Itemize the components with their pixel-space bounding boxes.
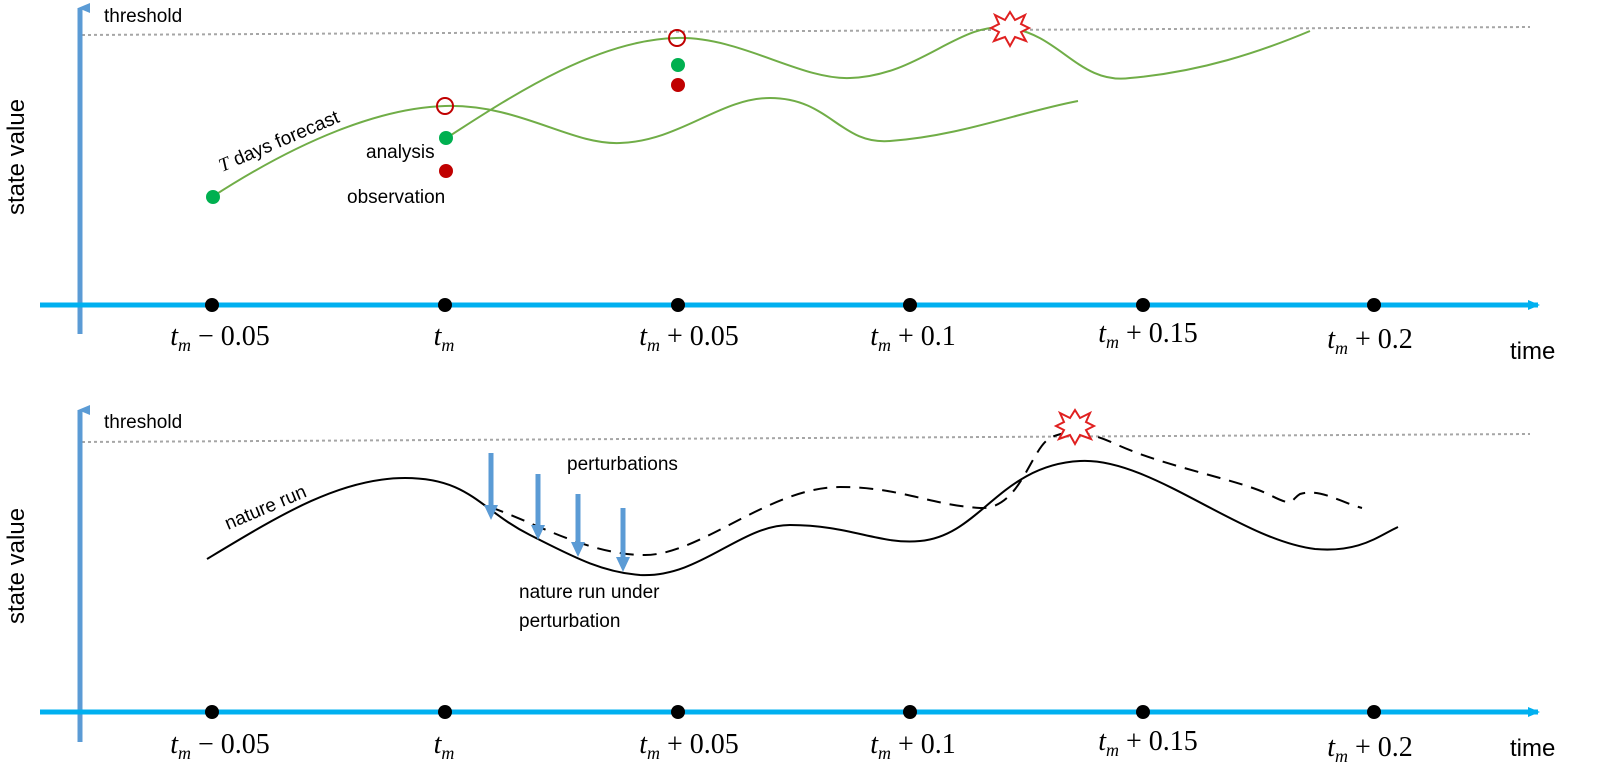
perturbation-arrow-head-icon (571, 542, 585, 557)
analysis-label: analysis (366, 142, 435, 163)
top-tick-label: tm + 0.1 (870, 321, 956, 355)
bottom-tick-dot (1136, 705, 1150, 719)
bottom-y-axis-label: state value (3, 508, 30, 624)
top-threshold-label: threshold (104, 6, 182, 27)
forecast-end-marker (436, 97, 454, 115)
top-tick-dot (1136, 298, 1150, 312)
threshold-exceedance-burst-icon (1053, 408, 1097, 447)
analysis-point (671, 58, 685, 72)
forecast-curve-1 (211, 96, 1079, 198)
bottom-threshold-line (81, 433, 1531, 443)
top-tick-label: tm − 0.05 (170, 321, 270, 355)
perturbation-arrow-head-icon (531, 525, 545, 540)
perturbations-label: perturbations (567, 454, 678, 475)
top-y-axis-label: state value (3, 99, 30, 215)
observation-point (439, 164, 453, 178)
perturbed-run-label-line1: nature run under (519, 582, 660, 603)
bottom-tick-label: tm + 0.05 (639, 729, 739, 763)
nature-run-curve (206, 459, 1399, 577)
top-tick-label: tm + 0.05 (639, 321, 739, 355)
threshold-exceedance-burst-icon (988, 10, 1032, 49)
top-panel: threshold state value time tm − 0.05 tm … (3, 3, 1555, 365)
observation-label: observation (347, 187, 445, 208)
top-tick-dot (903, 298, 917, 312)
bottom-tick-label: tm + 0.1 (870, 729, 956, 763)
top-tick-dot (1367, 298, 1381, 312)
bottom-tick-label: tm + 0.2 (1327, 732, 1413, 766)
analysis-point (206, 190, 220, 204)
bottom-tick-dot (438, 705, 452, 719)
top-tick-dot (205, 298, 219, 312)
bottom-tick-label: tm − 0.05 (170, 729, 270, 763)
bottom-tick-dot (205, 705, 219, 719)
perturbed-run-curve (489, 431, 1363, 557)
bottom-tick-label: tm + 0.15 (1098, 726, 1198, 760)
observation-point (671, 78, 685, 92)
top-tick-dot (671, 298, 685, 312)
forecast-curve-2 (444, 26, 1311, 140)
top-tick-label: tm + 0.15 (1098, 318, 1198, 352)
bottom-x-axis-label: time (1510, 735, 1555, 762)
perturbed-run-label-line2: perturbation (519, 611, 620, 632)
top-x-axis-label: time (1510, 338, 1555, 365)
top-tick-label: tm (434, 321, 455, 355)
bottom-tick-dot (671, 705, 685, 719)
bottom-tick-dot (903, 705, 917, 719)
bottom-panel: threshold state value time tm − 0.05 tm … (3, 405, 1555, 766)
forecast-label: T days forecast (216, 107, 343, 177)
perturbation-arrow-head-icon (484, 505, 498, 520)
top-tick-dot (438, 298, 452, 312)
bottom-tick-label: tm (434, 729, 455, 763)
top-tick-label: tm + 0.2 (1327, 324, 1413, 358)
forecast-end-marker (668, 29, 686, 47)
analysis-point (439, 131, 453, 145)
perturbation-arrow-head-icon (616, 557, 630, 572)
bottom-tick-dot (1367, 705, 1381, 719)
bottom-threshold-label: threshold (104, 412, 182, 433)
top-threshold-line (81, 26, 1531, 36)
